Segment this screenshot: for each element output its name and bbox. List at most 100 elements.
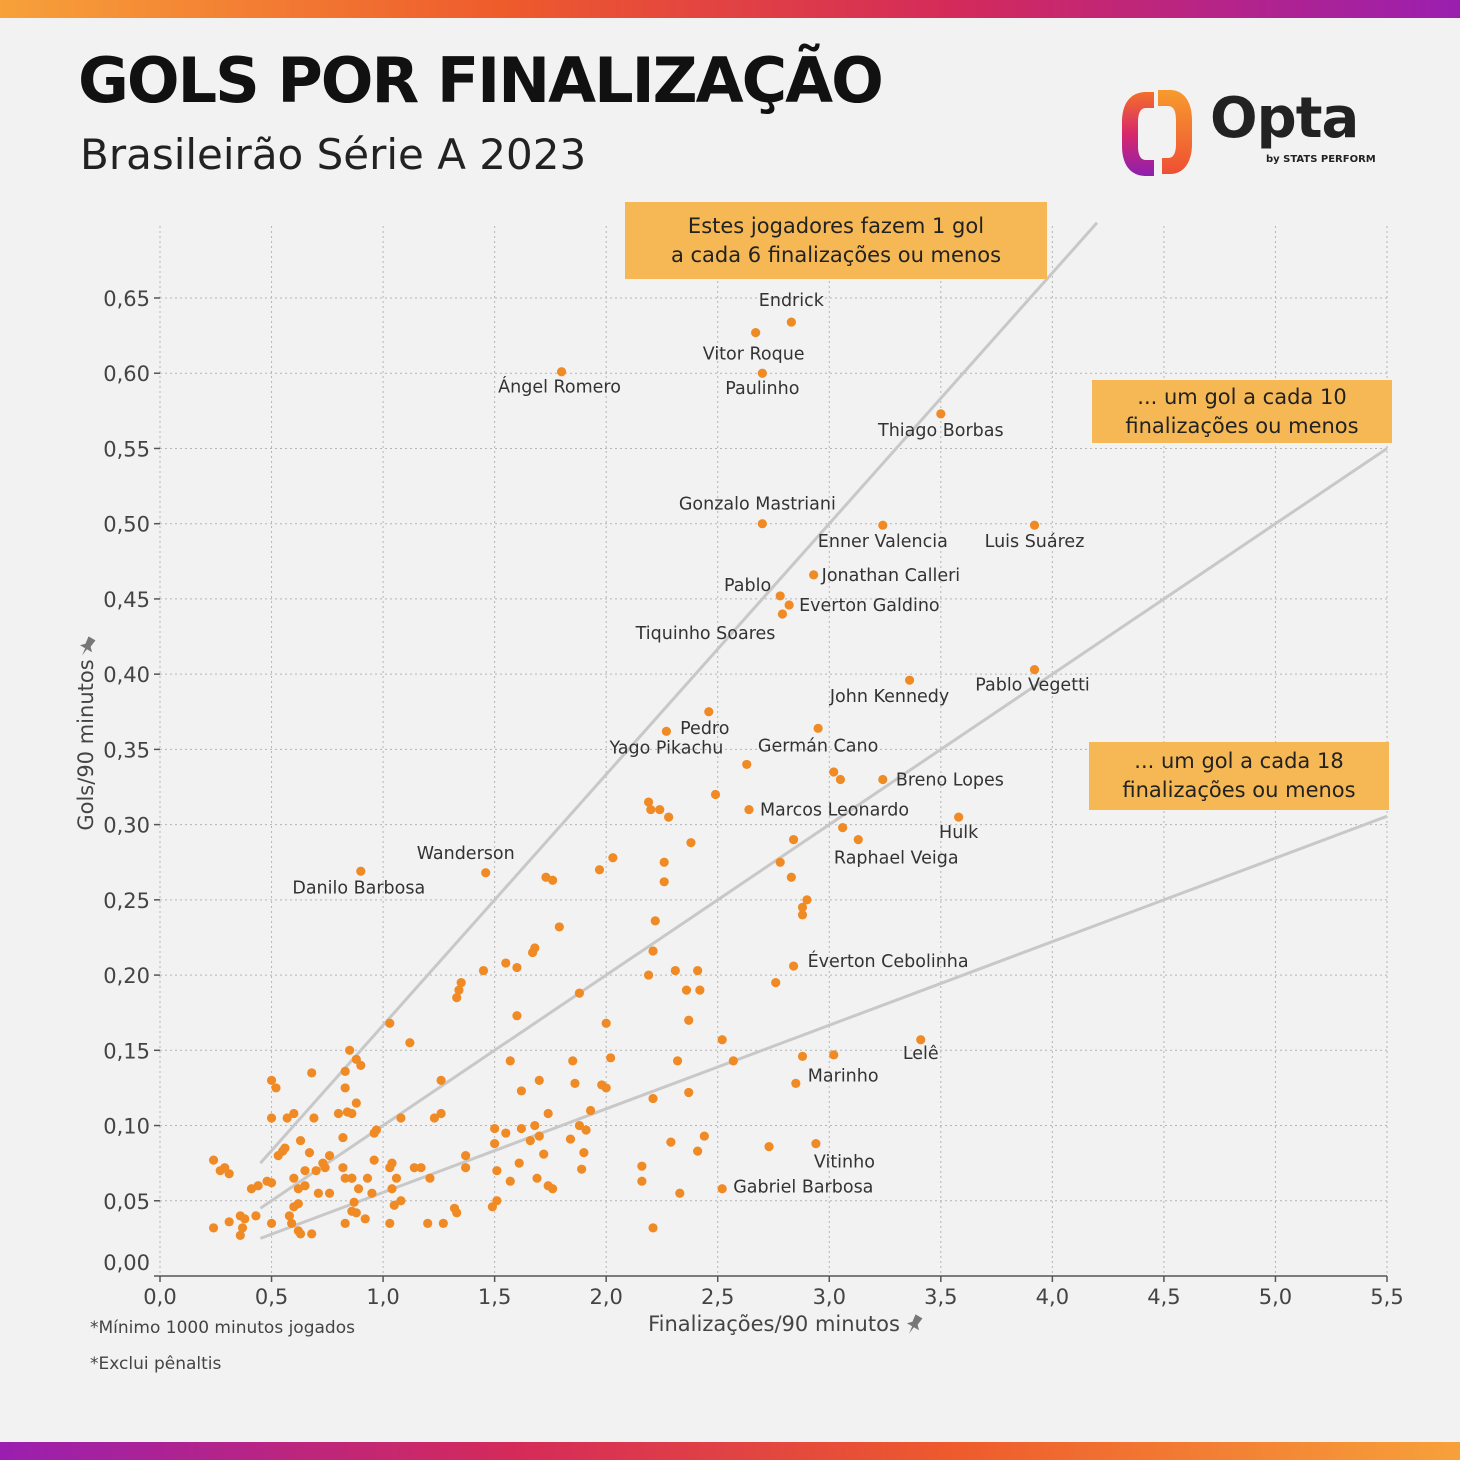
data-point [501,1128,511,1138]
data-point-labeled [788,961,799,971]
data-point-labeled [784,600,794,610]
data-point-labeled [661,726,672,736]
chart-axes: 0,0 0,5 1,0 1,5 2,0 2,5 3,0 3,5 4,0 4,5 5,0 5,5 0,00… [103,287,1403,1309]
data-point [237,1223,248,1233]
data-point [282,1113,292,1123]
data-point [208,1223,219,1233]
data-point-labeled [775,591,785,601]
data-point [452,1208,462,1218]
data-point-labeled [556,367,567,377]
top-gradient-bar [0,0,1460,18]
point-label: Germán Cano [758,736,878,756]
point-label: Everton Galdino [799,596,940,616]
data-point [648,946,658,956]
point-label: Danilo Barbosa [292,878,425,898]
opta-logo-word: Opta [1210,86,1359,151]
data-point [295,1229,306,1239]
data-point-labeled [744,804,754,815]
data-point [534,1075,544,1085]
data-point [340,1083,350,1093]
x-tick-label: 3,0 [813,1285,846,1309]
data-point [235,1230,245,1240]
data-point [405,1038,415,1048]
x-tick-label: 4,5 [1147,1285,1180,1309]
data-point [532,1173,542,1183]
data-point [527,947,538,958]
data-point [554,922,564,932]
data-point [490,1123,500,1134]
data-point [289,1173,299,1183]
data-point [324,1188,335,1198]
data-point [340,1173,350,1183]
data-point [505,1176,515,1186]
data-point [416,1163,426,1173]
footnote-penalties: *Exclui pênaltis [90,1354,222,1374]
x-axis-pin-icon [906,1314,923,1334]
data-point [436,1108,446,1119]
data-point [436,1075,446,1085]
data-point [516,1086,527,1096]
data-point [454,985,464,995]
opta-logo-icon [1122,90,1192,176]
data-point-labeled [811,1138,821,1149]
data-point [574,1120,585,1131]
point-label: Éverton Cebolinha [808,950,969,972]
data-point [693,1146,703,1156]
point-label: Yago Pikachu [609,738,724,758]
data-points [208,317,1040,1240]
point-label: Luis Suárez [985,532,1085,552]
data-point [340,1218,350,1228]
x-tick-label: 3,5 [924,1285,957,1309]
point-label: Wanderson [417,844,515,864]
callout-6-line2: a cada 6 finalizações ou menos [670,242,1002,267]
point-label: Raphael Veiga [834,849,959,869]
data-point [347,1173,357,1183]
data-point [333,1108,344,1119]
point-label: Marcos Leonardo [760,801,909,821]
data-point [347,1108,357,1119]
data-point [367,1188,377,1198]
point-label: John Kennedy [829,687,949,707]
data-point [501,958,511,968]
data-point [313,1188,323,1198]
data-point [802,895,812,905]
x-tick-label: 1,5 [478,1285,511,1309]
chart-subtitle: Brasileirão Série A 2023 [80,130,587,179]
data-point [565,1134,576,1144]
data-point [829,767,839,777]
data-point [423,1218,433,1228]
data-point [369,1155,379,1165]
data-point-labeled [791,1078,801,1089]
data-point [271,1083,281,1093]
point-label: Paulinho [725,379,799,399]
y-tick-label: 0,65 [103,287,150,311]
data-point-labeled [786,317,796,327]
data-point [320,1163,330,1173]
data-point [655,804,665,815]
data-point-labeled [757,519,767,529]
point-label: Gonzalo Mastriani [679,495,836,515]
data-point [581,1125,591,1135]
y-tick-label: 0,50 [103,513,150,537]
data-point [293,1184,303,1194]
data-point [391,1173,402,1183]
x-tick-label: 5,5 [1370,1285,1403,1309]
data-point [579,1148,589,1158]
opta-logo: Opta by STATS PERFORM [1118,86,1388,182]
data-point [797,902,808,912]
data-point [514,1158,524,1168]
y-axis-label: Gols/90 minutos [74,659,98,830]
data-point [338,1163,348,1173]
data-point [643,797,654,807]
data-point [266,1113,277,1123]
data-point [478,965,489,976]
data-point [461,1163,471,1173]
y-tick-label: 0,55 [103,437,150,461]
data-point [771,978,781,988]
data-point-labeled [809,570,819,580]
data-point-labeled [777,609,788,619]
data-point [643,970,654,980]
data-point [534,1131,544,1141]
data-point [351,1054,361,1064]
